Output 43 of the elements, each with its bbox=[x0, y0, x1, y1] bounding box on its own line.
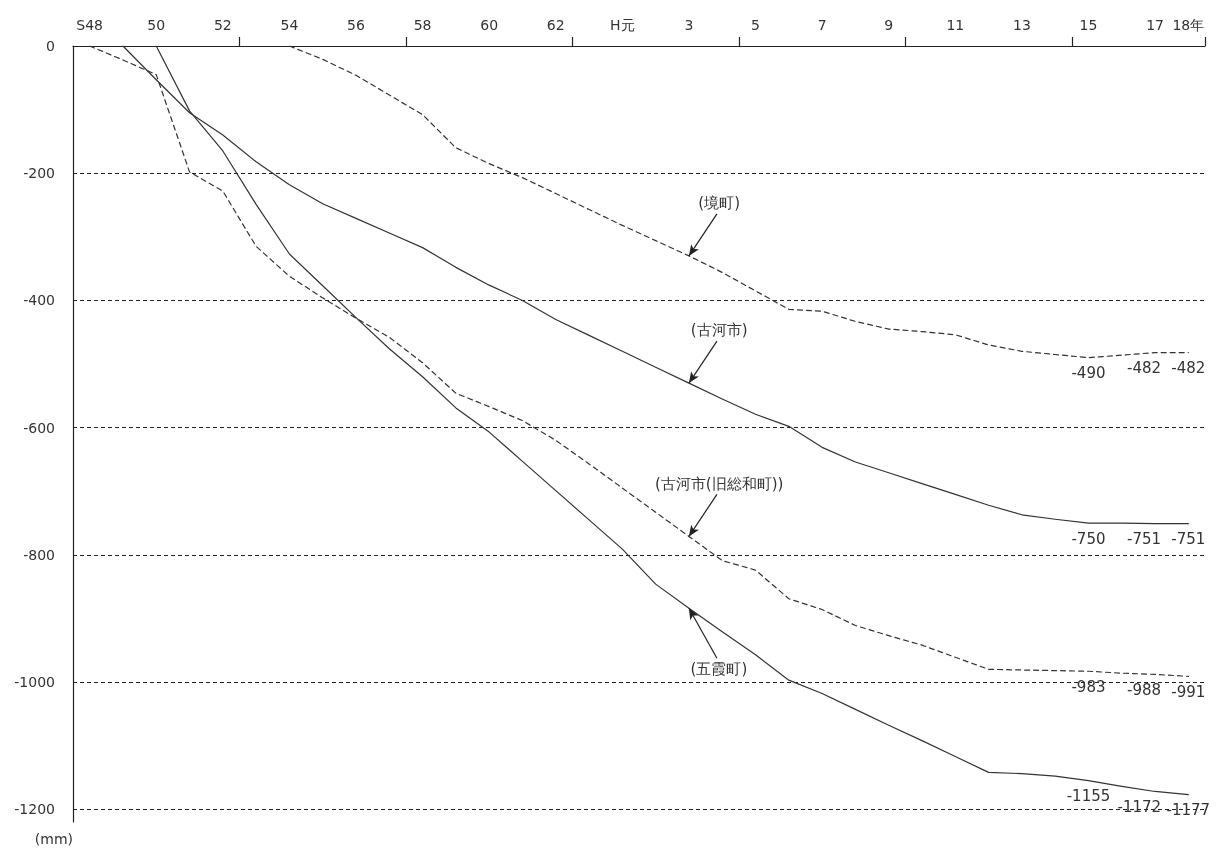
x-tick-label: 60 bbox=[480, 17, 499, 33]
y-tick-label: -1000 bbox=[14, 674, 55, 691]
data-label: -482 bbox=[1127, 359, 1162, 378]
x-tick-label: H元 bbox=[610, 17, 635, 33]
x-tick-label: 11 bbox=[946, 17, 965, 33]
x-tick-label: 56 bbox=[347, 17, 365, 33]
x-tick-label: 18年 bbox=[1172, 17, 1205, 33]
x-tick-label: 9 bbox=[884, 17, 894, 33]
data-label: -1155 bbox=[1066, 787, 1111, 806]
data-label: -750 bbox=[1071, 529, 1106, 548]
x-tick-label: 50 bbox=[147, 17, 166, 33]
annotation: (古河市) bbox=[690, 321, 748, 340]
y-axis-title: (mm) bbox=[34, 831, 73, 847]
data-label: -1172 bbox=[1117, 797, 1162, 816]
x-tick-label: 3 bbox=[684, 17, 694, 33]
y-tick-label: -400 bbox=[23, 292, 55, 309]
x-tick-label: 15 bbox=[1079, 17, 1098, 33]
x-tick-label: 52 bbox=[213, 17, 232, 33]
data-label: -751 bbox=[1171, 530, 1206, 549]
y-tick-label: -800 bbox=[23, 546, 55, 563]
y-tick-label: -600 bbox=[23, 419, 55, 436]
data-label: -988 bbox=[1127, 680, 1162, 699]
x-tick-label: 13 bbox=[1012, 17, 1031, 33]
annotation: (五霞町) bbox=[690, 660, 748, 679]
data-label: -751 bbox=[1127, 530, 1162, 549]
data-label: -482 bbox=[1171, 359, 1206, 378]
data-label: -1177 bbox=[1166, 801, 1211, 820]
data-label: -490 bbox=[1071, 364, 1106, 383]
y-tick-label: -1200 bbox=[14, 801, 55, 818]
data-label: -991 bbox=[1171, 682, 1206, 701]
x-tick-label: 54 bbox=[280, 17, 299, 33]
line-series bbox=[288, 45, 1189, 359]
x-tick-label: 5 bbox=[751, 17, 760, 33]
y-tick-label: 0 bbox=[46, 38, 55, 54]
data-label: -983 bbox=[1071, 677, 1106, 696]
annotation: (古河市(旧総和町)) bbox=[654, 474, 784, 493]
y-tick-label: -200 bbox=[23, 165, 55, 182]
x-tick-label: 62 bbox=[546, 17, 565, 33]
annotation: (境町) bbox=[698, 194, 741, 213]
x-tick-label: 58 bbox=[413, 17, 432, 33]
x-tick-label: 7 bbox=[817, 17, 827, 33]
x-tick-label: S48 bbox=[76, 17, 103, 33]
x-tick-label: 17 bbox=[1146, 17, 1164, 33]
